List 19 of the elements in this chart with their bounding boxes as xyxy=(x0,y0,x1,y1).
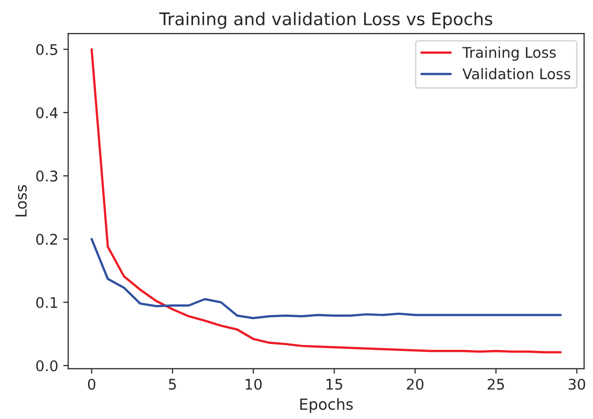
x-tick-label: 30 xyxy=(568,378,586,390)
x-tick-label: 15 xyxy=(326,378,342,390)
chart-title: Training and validation Loss vs Epochs xyxy=(159,12,492,29)
y-tick-label: 0.5 xyxy=(36,44,58,56)
y-tick-label: 0.3 xyxy=(36,170,58,182)
x-axis-title: Epochs xyxy=(300,398,353,413)
y-tick-label: 0.2 xyxy=(36,234,58,245)
x-tick-label: 0 xyxy=(88,378,96,390)
legend-label: Validation Loss xyxy=(462,68,570,80)
y-tick-label: 0.1 xyxy=(36,297,58,308)
x-tick-label: 5 xyxy=(168,378,176,390)
y-axis-title: Loss xyxy=(15,185,27,216)
x-tick-label: 25 xyxy=(488,378,504,390)
legend-label: Training Loss xyxy=(462,46,556,61)
y-tick-label: 0.0 xyxy=(36,360,58,372)
x-tick-label: 10 xyxy=(246,378,262,390)
line-series xyxy=(90,238,562,320)
x-tick-label: 20 xyxy=(406,378,424,390)
y-tick-label: 0.4 xyxy=(36,107,58,118)
